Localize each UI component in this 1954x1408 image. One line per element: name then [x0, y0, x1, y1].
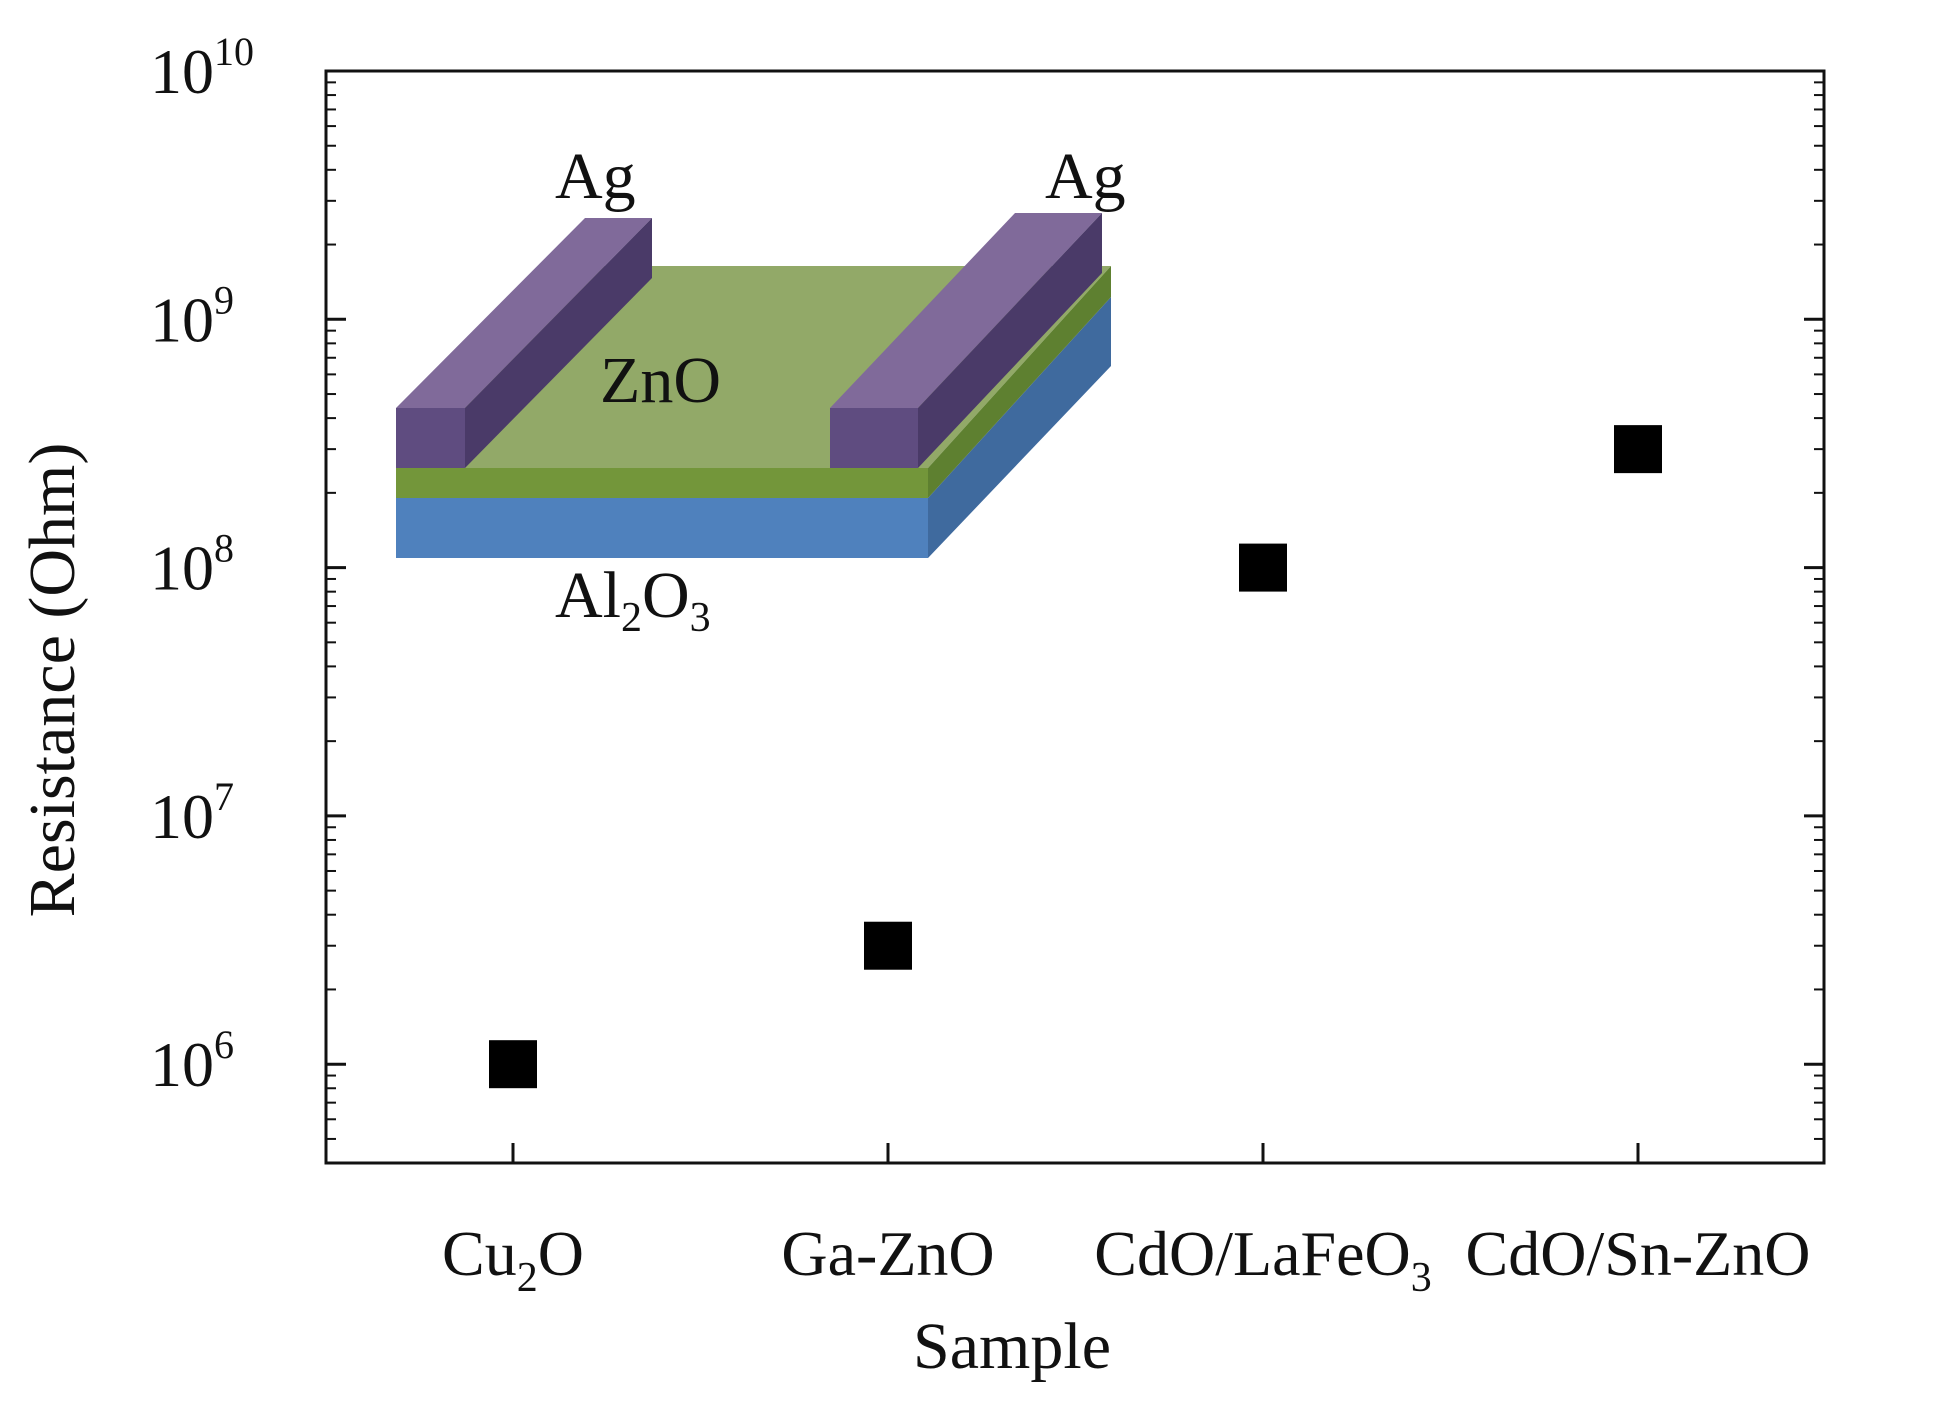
- left-electrode-side: [465, 218, 652, 468]
- y-minor-ticks: [326, 81, 1824, 1164]
- film-label: ZnO: [600, 344, 721, 417]
- substrate-label: Al2O3: [555, 559, 711, 641]
- x-tick-label: Ga-ZnO: [781, 1218, 994, 1289]
- left-electrode-front: [396, 408, 465, 468]
- substrate-front-face: [396, 498, 928, 558]
- left-electrode-top: [396, 218, 652, 408]
- right-electrode-front: [830, 408, 918, 468]
- right-electrode-label: Ag: [1045, 140, 1126, 213]
- x-tick-label: Cu2O: [442, 1218, 584, 1301]
- x-tick-label: CdO/Sn-ZnO: [1466, 1218, 1811, 1289]
- right-electrode-top: [830, 213, 1102, 408]
- data-point: [489, 1040, 537, 1089]
- right-electrode-side: [918, 213, 1102, 468]
- y-tick-label: 108: [150, 526, 234, 604]
- x-axis-ticks: [511, 1143, 1640, 1163]
- film-side-face: [928, 266, 1111, 498]
- x-tick-label: CdO/LaFeO3: [1094, 1218, 1431, 1301]
- data-point: [1239, 543, 1287, 592]
- y-axis-title: Resistance (Ohm): [16, 443, 89, 918]
- substrate-side-face: [928, 297, 1111, 558]
- y-axis-ticks: 106 107 108 109 1010: [150, 29, 1824, 1100]
- y-tick-label: 109: [150, 277, 234, 355]
- film-front-face: [396, 468, 928, 498]
- device-schematic-inset: Ag Ag ZnO Al2O3: [396, 140, 1126, 641]
- plot-frame: [324, 69, 1826, 1165]
- x-axis-title: Sample: [913, 1310, 1111, 1383]
- data-point: [864, 921, 912, 970]
- y-tick-label: 107: [150, 774, 234, 852]
- y-tick-label: 106: [150, 1022, 234, 1100]
- data-markers: [489, 425, 1662, 1089]
- data-point: [1614, 425, 1662, 474]
- left-electrode-label: Ag: [555, 140, 636, 213]
- y-tick-label: 1010: [150, 29, 254, 107]
- x-tick-labels: Cu2O Ga-ZnO CdO/LaFeO3 CdO/Sn-ZnO: [442, 1218, 1810, 1301]
